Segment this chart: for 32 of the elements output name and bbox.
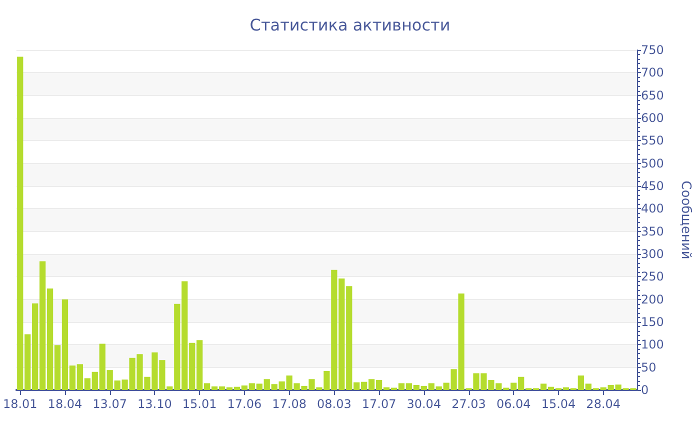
y-tick-label: 500 (641, 156, 664, 170)
x-tick-label: 08.03 (316, 397, 352, 411)
y-tick-label: 350 (641, 224, 664, 238)
y-tick-label: 600 (641, 111, 664, 125)
x-tick-label: 15.04 (541, 397, 576, 411)
x-tick-label: 13.10 (138, 397, 172, 411)
y-tick-label: 700 (641, 66, 664, 80)
x-tick-label: 13.07 (92, 397, 128, 411)
x-tick-label: 30.04 (406, 397, 442, 411)
y-tick-label: 300 (641, 247, 664, 261)
x-tick-label: 17.06 (227, 397, 262, 411)
y-tick-label: 650 (641, 88, 664, 102)
y-tick-label: 100 (641, 338, 664, 352)
x-tick-label: 17.08 (272, 397, 306, 411)
y-tick-label: 750 (641, 43, 664, 57)
y-axis-title: Сообщений (678, 180, 693, 260)
x-tick-label: 18.04 (48, 397, 82, 411)
y-tick-label: 250 (641, 270, 664, 284)
y-tick-label: 400 (641, 202, 664, 216)
x-tick-label: 15.01 (182, 397, 217, 411)
y-tick-label: 0 (641, 383, 649, 397)
y-tick-label: 450 (641, 179, 664, 193)
x-tick-label: 27.03 (452, 397, 486, 411)
y-tick-label: 550 (641, 134, 664, 148)
y-tick-label: 50 (641, 360, 656, 374)
chart-title: Статистика активности (250, 16, 450, 34)
x-tick-label: 18.01 (2, 397, 38, 411)
y-tick-label: 150 (641, 315, 664, 329)
x-tick-label: 06.04 (496, 397, 531, 411)
y-tick-label: 200 (641, 292, 664, 306)
x-tick-label: 28.04 (586, 397, 621, 411)
x-tick-label: 17.07 (362, 397, 396, 411)
